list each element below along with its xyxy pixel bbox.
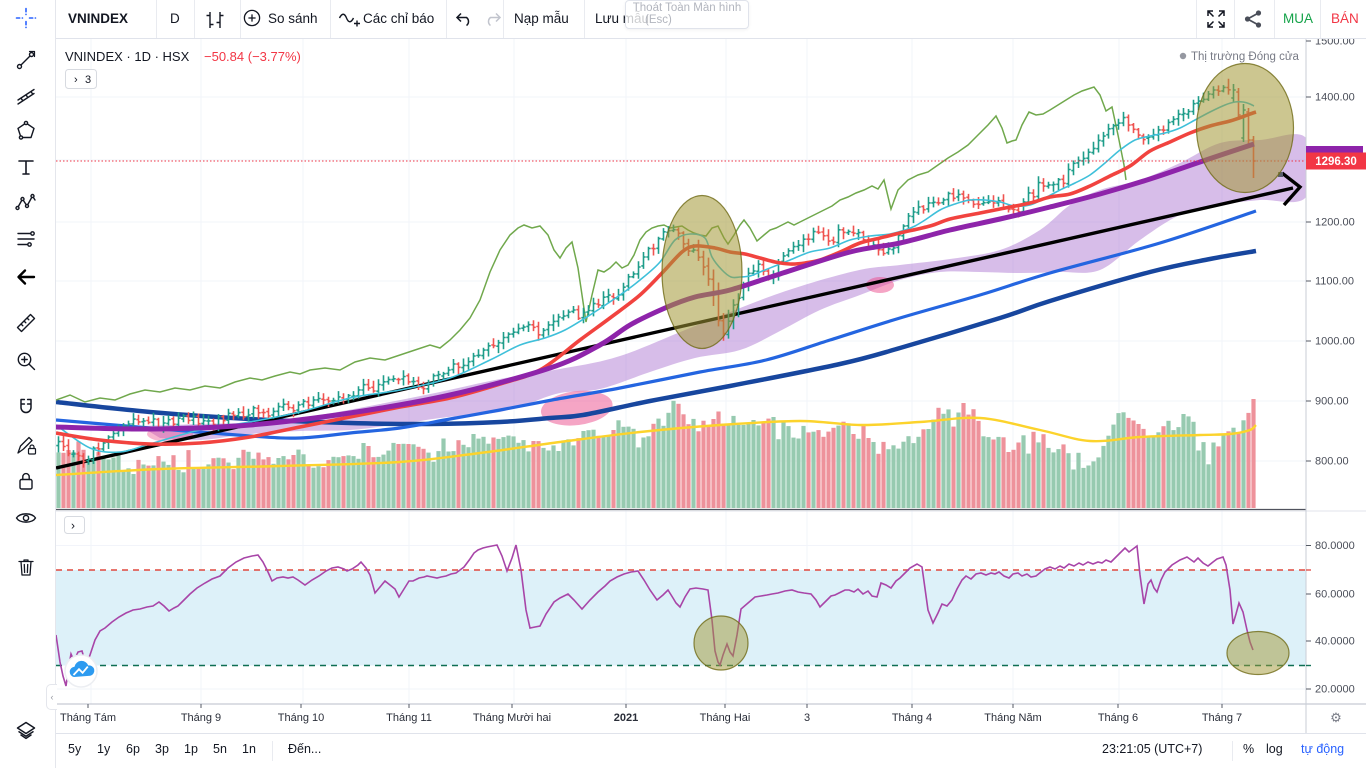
- svg-text:3: 3: [85, 74, 91, 86]
- svg-text:60.0000: 60.0000: [1315, 589, 1355, 601]
- svg-text:Tháng 9: Tháng 9: [181, 712, 221, 724]
- svg-text:›: ›: [71, 519, 75, 533]
- svg-text:20.0000: 20.0000: [1315, 684, 1355, 696]
- svg-text:40.0000: 40.0000: [1315, 636, 1355, 648]
- svg-text:80.0000: 80.0000: [1315, 540, 1355, 552]
- svg-text:⚙: ⚙: [1330, 710, 1342, 725]
- svg-text:VNINDEX · 1D · HSX: VNINDEX · 1D · HSX: [65, 49, 190, 64]
- svg-text:900.00: 900.00: [1315, 396, 1349, 408]
- svg-text:Tháng 7: Tháng 7: [1202, 712, 1242, 724]
- svg-text:›: ›: [74, 74, 78, 86]
- svg-text:Tháng 4: Tháng 4: [892, 712, 932, 724]
- svg-text:800.00: 800.00: [1315, 456, 1349, 468]
- svg-text:1000.00: 1000.00: [1315, 336, 1355, 348]
- svg-text:Tháng Mười hai: Tháng Mười hai: [473, 712, 551, 724]
- svg-text:1400.00: 1400.00: [1315, 92, 1355, 104]
- svg-text:3: 3: [804, 712, 810, 724]
- svg-text:Tháng 6: Tháng 6: [1098, 712, 1138, 724]
- svg-text:Tháng Năm: Tháng Năm: [984, 712, 1041, 724]
- svg-text:1100.00: 1100.00: [1315, 276, 1354, 288]
- svg-text:Tháng Hai: Tháng Hai: [700, 712, 751, 724]
- svg-text:Tháng 10: Tháng 10: [278, 712, 324, 724]
- svg-text:1200.00: 1200.00: [1315, 217, 1355, 229]
- svg-text:Tháng 11: Tháng 11: [386, 712, 432, 724]
- svg-text:−50.84 (−3.77%): −50.84 (−3.77%): [204, 49, 301, 64]
- svg-text:1500.00: 1500.00: [1315, 38, 1355, 48]
- svg-text:Tháng Tám: Tháng Tám: [60, 712, 116, 724]
- svg-text:Thị trường Đóng cửa: Thị trường Đóng cửa: [1191, 51, 1300, 63]
- svg-text:1296.30: 1296.30: [1315, 156, 1357, 168]
- svg-text:2021: 2021: [614, 712, 638, 724]
